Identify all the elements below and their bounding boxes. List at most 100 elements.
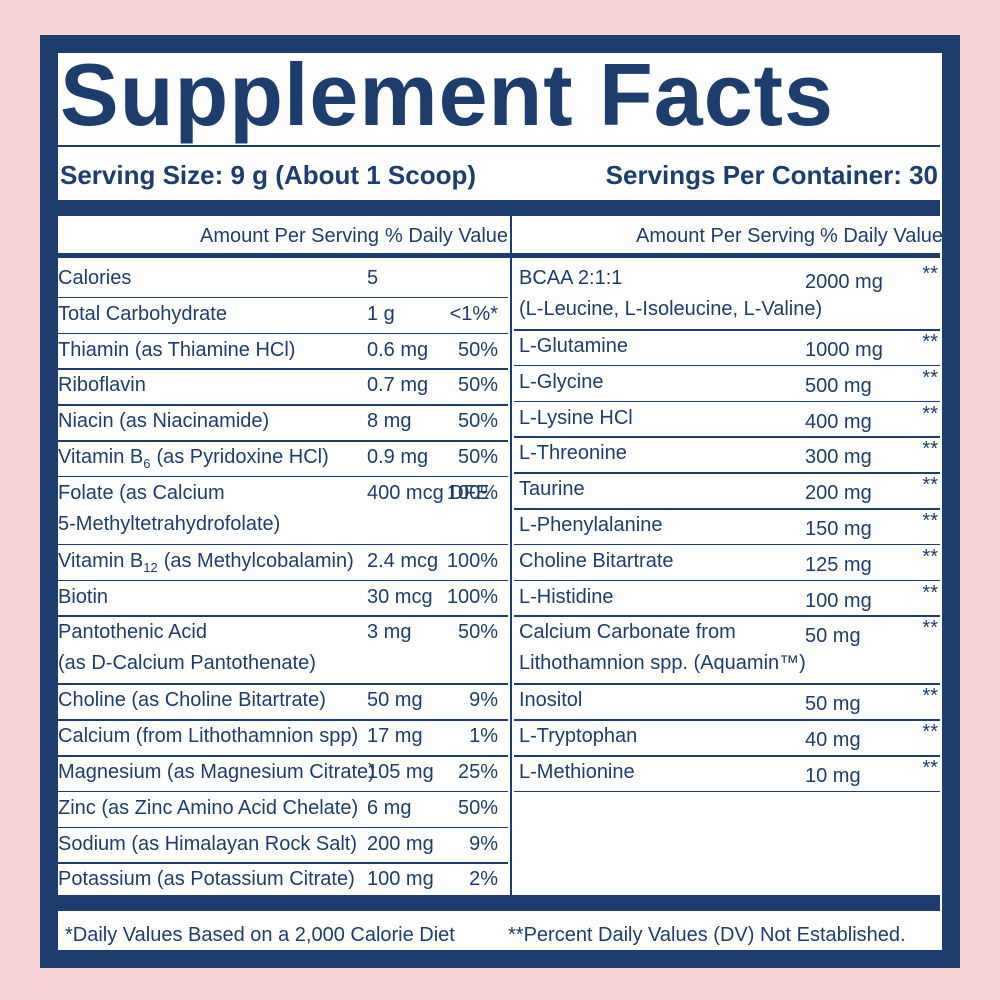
amount: 3 mg [367, 621, 412, 644]
daily-value: ** [922, 545, 938, 568]
amount: 0.7 mg [367, 374, 429, 397]
daily-value: ** [922, 581, 938, 604]
row-rule [514, 472, 940, 474]
title: Supplement Facts [60, 45, 834, 144]
nutrient-name: Choline (as Choline Bitartrate) [58, 686, 326, 714]
name-text: (as Methylcobalamin) [163, 549, 354, 572]
daily-value: 50% [457, 796, 498, 819]
amount: 0.6 mg [367, 338, 429, 361]
amount: 50 mg [805, 693, 861, 716]
amount: 125 mg [805, 553, 872, 576]
daily-value: 50% [457, 446, 498, 468]
nutrient-name: Vitamin B6 (as Pyridoxine HCl) [58, 443, 329, 478]
nutrient-name: Potassium (as Potassium Citrate) [58, 865, 355, 893]
row-rule [56, 826, 508, 829]
row-rule [56, 898, 508, 900]
amount: 17 mg [367, 725, 423, 748]
daily-value: <1%* [449, 302, 498, 325]
nutrient-name: L-Methionine [519, 758, 635, 786]
amount: 2.4 mcg [367, 549, 439, 572]
name-text: L-Histidine [519, 585, 614, 608]
daily-value: 50% [457, 621, 498, 644]
facts-panel [40, 35, 960, 968]
amount: 150 mg [805, 518, 872, 540]
row-rule [56, 615, 508, 617]
daily-value: ** [922, 366, 938, 389]
daily-value: 9% [469, 832, 498, 855]
nutrient-name: BCAA 2:1:1 [519, 264, 622, 292]
nutrient-name: Calories [58, 264, 131, 292]
amount: 2000 mg [805, 271, 883, 293]
row-rule [56, 755, 508, 757]
nutrient-name: Vitamin B12 (as Methylcobalamin) [58, 547, 354, 582]
nutrient-name: Thiamin (as Thiamine HCl) [58, 336, 295, 364]
amount: 100 mg [805, 589, 872, 612]
name-text: L-Glutamine [519, 335, 628, 357]
nutrient-name: L-Tryptophan [519, 722, 637, 750]
daily-value: 2% [469, 868, 498, 891]
row-rule [514, 683, 940, 685]
row-rule [514, 719, 940, 721]
nutrient-name: L-Phenylalanine [519, 511, 662, 539]
subscript: 12 [143, 559, 158, 575]
nutrient-name: Inositol [519, 686, 582, 714]
nutrient-name: Sodium (as Himalayan Rock Salt) [58, 830, 357, 858]
daily-value: ** [922, 263, 938, 285]
name-text: L-Threonine [519, 442, 627, 465]
thick-rule [58, 200, 940, 216]
serving-size: Serving Size: 9 g (About 1 Scoop) [60, 160, 477, 190]
row-rule [56, 719, 508, 721]
daily-value: ** [922, 617, 938, 640]
daily-value: 1% [469, 725, 498, 748]
name-text: Choline Bitartrate [519, 549, 674, 572]
row-rule [56, 790, 508, 793]
row-rule [56, 475, 508, 478]
amount: 1 g [367, 302, 395, 325]
amount-header: Amount Per Serving [200, 225, 379, 247]
amount: 400 mg [805, 410, 872, 433]
nutrient-name: L-Histidine [519, 583, 613, 611]
nutrient-name-cont: 5-Methyltetrahydrofolate) [58, 512, 281, 535]
daily-value: 9% [469, 689, 498, 712]
amount: 105 mg [367, 761, 434, 783]
nutrient-name: Calcium (from Lithothamnion spp) [58, 722, 358, 750]
row-rule [514, 579, 940, 582]
amount: 8 mg [367, 410, 412, 433]
nutrient-name: L-Glutamine [519, 332, 628, 360]
daily-value: ** [922, 721, 938, 744]
column-divider [510, 216, 512, 896]
name-text: L-Methionine [519, 761, 635, 783]
name-text: Magnesium (as Magnesium Citrate) [58, 761, 375, 783]
subscript: 6 [143, 456, 151, 471]
name-text: Choline (as Choline Bitartrate) [58, 689, 326, 712]
amount: 200 mg [805, 482, 872, 505]
row-rule [56, 579, 508, 582]
name-text: L-Phenylalanine [519, 514, 663, 536]
daily-value: 25% [457, 761, 498, 783]
amount: 6 mg [367, 796, 412, 819]
daily-value: 50% [457, 374, 498, 397]
nutrient-name-cont: (as D-Calcium Pantothenate) [58, 652, 316, 675]
daily-value: 50% [457, 338, 498, 361]
rule [58, 145, 940, 147]
name-text: L-Tryptophan [519, 725, 638, 748]
amount: 200 mg [367, 832, 434, 855]
row-rule [56, 332, 508, 335]
servings-per-container: Servings Per Container: 30 [605, 160, 938, 190]
name-text: Calcium Carbonate from [519, 621, 736, 644]
row-rule [514, 508, 940, 510]
amount: 500 mg [805, 374, 872, 397]
nutrient-name: L-Lysine HCl [519, 404, 633, 432]
name-text: Sodium (as Himalayan Rock Salt) [58, 832, 357, 855]
row-rule [514, 543, 940, 546]
name-text: Vitamin B [58, 549, 144, 572]
name-text: Zinc (as Zinc Amino Acid Chelate) [58, 796, 359, 819]
nutrient-name: Total Carbohydrate [58, 300, 227, 328]
daily-value: ** [922, 757, 938, 779]
name-text: Niacin (as Niacinamide) [58, 410, 270, 433]
row-rule [514, 436, 940, 438]
nutrient-name: Magnesium (as Magnesium Citrate) [58, 758, 375, 786]
daily-value: ** [922, 685, 938, 708]
row-rule [514, 364, 940, 367]
